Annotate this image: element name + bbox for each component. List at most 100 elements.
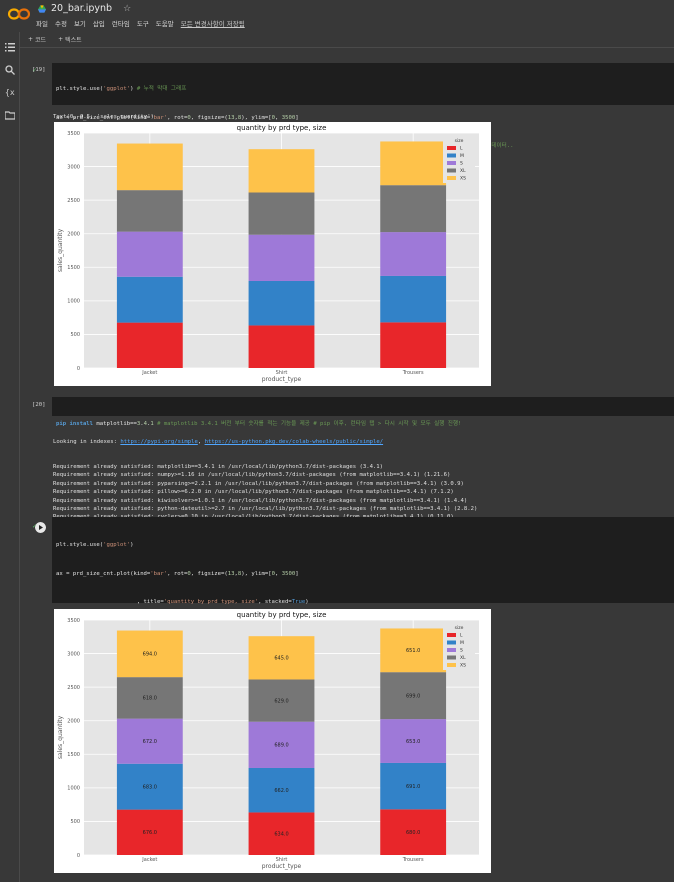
index-prefix: Looking in indexes: — [53, 438, 121, 445]
legend-title: size — [455, 138, 464, 144]
bar-segment-s — [380, 232, 447, 276]
bar-data-label: 689.0 — [274, 743, 288, 749]
bar-data-label: 618.0 — [143, 696, 157, 702]
code-cell-2[interactable]: [20] pip install matplotlib==3.4.1 # mat… — [30, 397, 674, 427]
svg-text:{x}: {x} — [5, 88, 15, 97]
menu-insert[interactable]: 삽입 — [92, 20, 105, 28]
code-editor[interactable]: plt.style.use('ggplot') # 누적 막대 그래프 ax =… — [52, 63, 674, 178]
title-row: 20_bar.ipynb ☆ — [38, 3, 131, 14]
legend-label: XS — [460, 176, 466, 182]
y-tick-label: 2000 — [67, 232, 80, 238]
bar-data-label: 691.0 — [406, 784, 420, 790]
code-editor[interactable]: plt.style.use('ggplot') ax = prd_size_cn… — [52, 517, 674, 748]
drive-icon — [38, 4, 46, 13]
y-tick-label: 2000 — [67, 719, 80, 725]
bar-segment-m — [380, 275, 447, 323]
x-axis-label: product_type — [262, 376, 302, 383]
menu-runtime[interactable]: 런타임 — [111, 20, 130, 28]
legend-label: S — [460, 648, 463, 654]
legend-swatch-xs — [447, 663, 456, 667]
y-tick-label: 500 — [70, 332, 80, 338]
y-tick-label: 1500 — [67, 265, 80, 271]
bar-segment-xs — [116, 630, 183, 678]
code-line: , title='quantity by prd type, size', st… — [56, 599, 309, 605]
bar-segment-xl — [380, 672, 447, 720]
bar-data-label: 645.0 — [274, 656, 288, 662]
bar-segment-l — [380, 322, 447, 368]
variables-icon[interactable]: {x} — [5, 87, 15, 97]
notebook-area: ✓ [19] plt.style.use('ggplot') # 누적 막대 그… — [20, 49, 674, 882]
bar-segment-xs — [116, 143, 183, 191]
legend-swatch-xs — [447, 176, 456, 180]
x-tick-label: Jacket — [141, 857, 157, 863]
legend-label: S — [460, 161, 463, 167]
bar-segment-l — [116, 809, 183, 855]
menu-file[interactable]: 파일 — [36, 20, 48, 28]
y-tick-label: 3500 — [67, 131, 80, 137]
legend-label: XL — [460, 168, 466, 174]
left-sidebar: {x} — [0, 32, 20, 882]
legend-swatch-l — [447, 633, 456, 637]
y-axis-label: sales_quantity — [57, 715, 64, 759]
header: 20_bar.ipynb ☆ 파일 수정 보기 삽입 런타임 도구 도움말 모든… — [0, 0, 674, 32]
folder-icon[interactable] — [5, 110, 15, 120]
toc-icon[interactable] — [5, 42, 15, 52]
plus-icon: + — [58, 36, 64, 43]
bar-segment-m — [248, 280, 315, 326]
colab-wheels-link[interactable]: https://us-python.pkg.dev/colab-wheels/p… — [204, 438, 384, 445]
y-tick-label: 1000 — [67, 299, 80, 305]
y-tick-label: 2500 — [67, 685, 80, 691]
menu-bar: 파일 수정 보기 삽입 런타임 도구 도움말 모든 변경사항이 저장됨 — [36, 18, 245, 28]
bar-segment-l — [248, 812, 315, 855]
legend-swatch-xl — [447, 655, 456, 660]
requirement-line: Requirement already satisfied: pillow>=6… — [53, 489, 454, 496]
y-axis-label: sales_quantity — [57, 228, 64, 272]
search-icon[interactable] — [5, 65, 15, 75]
code-cell-3[interactable]: ✓ plt.style.use('ggplot') ax = prd_size_… — [30, 517, 674, 748]
chart-title: quantity by prd type, size — [237, 611, 327, 619]
legend-swatch-m — [447, 640, 456, 645]
bar-data-label: 699.0 — [406, 693, 420, 699]
code-line: ax = prd_size_cnt.plot(kind='bar', rot=0… — [56, 570, 299, 577]
legend-box — [443, 137, 475, 183]
bar-data-label: 676.0 — [143, 830, 157, 836]
chart-title: quantity by prd type, size — [237, 124, 327, 132]
bar-segment-m — [380, 762, 447, 810]
bar-segment-xs — [248, 636, 315, 680]
menu-view[interactable]: 보기 — [73, 20, 86, 28]
bar-segment-s — [380, 719, 447, 763]
legend-label: XS — [460, 663, 466, 669]
legend-label: M — [460, 640, 464, 646]
saved-status-link[interactable]: 모든 변경사항이 저장됨 — [180, 20, 245, 28]
y-tick-label: 0 — [77, 366, 80, 372]
pypi-link[interactable]: https://pypi.org/simple — [120, 438, 198, 445]
y-tick-label: 3500 — [67, 618, 80, 624]
bar-segment-m — [248, 767, 315, 813]
menu-help[interactable]: 도움말 — [155, 20, 174, 28]
index-line: Looking in indexes: https://pypi.org/sim… — [53, 438, 531, 446]
y-tick-label: 1000 — [67, 786, 80, 792]
x-tick-label: Jacket — [141, 370, 157, 376]
code-editor[interactable]: pip install matplotlib==3.4.1 # matplotl… — [52, 397, 674, 427]
y-tick-label: 3000 — [67, 651, 80, 657]
check-icon: ✓ — [32, 523, 38, 530]
code-cell-1[interactable]: ✓ [19] plt.style.use('ggplot') # 누적 막대 그… — [30, 61, 674, 178]
bar-segment-xl — [248, 192, 315, 235]
add-code-button[interactable]: + 코드 — [28, 35, 46, 44]
run-cell-button[interactable] — [35, 522, 46, 533]
x-axis-label: product_type — [262, 863, 302, 870]
bar-data-label: 634.0 — [274, 832, 288, 838]
add-text-label: 텍스트 — [65, 37, 82, 44]
star-icon[interactable]: ☆ — [123, 3, 132, 14]
add-text-button[interactable]: + 텍스트 — [58, 35, 82, 44]
menu-tools[interactable]: 도구 — [136, 20, 149, 28]
legend-label: XL — [460, 655, 466, 661]
bar-data-label: 680.0 — [406, 830, 420, 836]
colab-logo-icon[interactable] — [8, 8, 30, 20]
notebook-toolbar: + 코드 + 텍스트 — [20, 32, 674, 48]
bar-segment-s — [248, 721, 315, 768]
bar-segment-l — [380, 809, 447, 855]
notebook-filename[interactable]: 20_bar.ipynb — [51, 3, 113, 14]
x-tick-label: Trousers — [402, 370, 424, 376]
menu-edit[interactable]: 수정 — [54, 20, 67, 28]
